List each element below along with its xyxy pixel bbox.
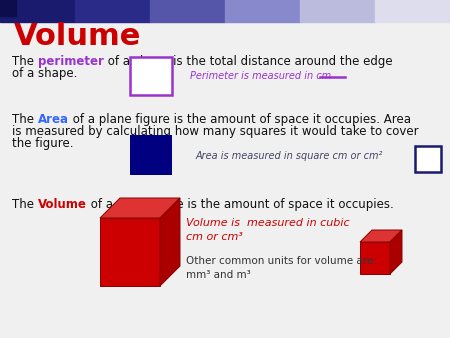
Polygon shape (360, 242, 390, 274)
Polygon shape (390, 230, 402, 274)
Polygon shape (100, 198, 180, 218)
Text: of a shape is the total distance around the edge: of a shape is the total distance around … (104, 55, 392, 68)
Bar (75, 0, 150, 22)
Text: Area is measured in square cm or cm²: Area is measured in square cm or cm² (196, 151, 383, 161)
Text: is measured by calculating how many squares it would take to cover: is measured by calculating how many squa… (12, 125, 418, 138)
Bar (150, 0, 225, 22)
Text: Area: Area (38, 113, 69, 126)
Text: Volume is  measured in cubic
cm or cm³: Volume is measured in cubic cm or cm³ (186, 218, 350, 242)
Text: of a plane figure is the amount of space it occupies. Area: of a plane figure is the amount of space… (69, 113, 411, 126)
Bar (300, 0, 375, 22)
Text: The: The (12, 55, 38, 68)
Polygon shape (100, 218, 160, 286)
Text: of a shape.: of a shape. (12, 67, 77, 80)
Bar (415, 146, 441, 172)
Polygon shape (360, 230, 402, 242)
Text: Perimeter is measured in cm: Perimeter is measured in cm (190, 71, 331, 81)
Text: Volume: Volume (38, 198, 86, 211)
Bar (375, 0, 450, 22)
Bar (130, 57, 172, 95)
Bar (130, 135, 172, 175)
Bar (0, 0, 16, 16)
Text: perimeter: perimeter (38, 55, 104, 68)
Bar (225, 0, 300, 22)
Text: Volume: Volume (14, 22, 141, 51)
Text: The: The (12, 198, 38, 211)
Bar (0, 0, 75, 22)
Text: of a solid shape is the amount of space it occupies.: of a solid shape is the amount of space … (86, 198, 393, 211)
Text: The: The (12, 113, 38, 126)
Text: Other common units for volume are:
mm³ and m³: Other common units for volume are: mm³ a… (186, 256, 377, 280)
Polygon shape (160, 198, 180, 286)
Text: the figure.: the figure. (12, 137, 73, 150)
